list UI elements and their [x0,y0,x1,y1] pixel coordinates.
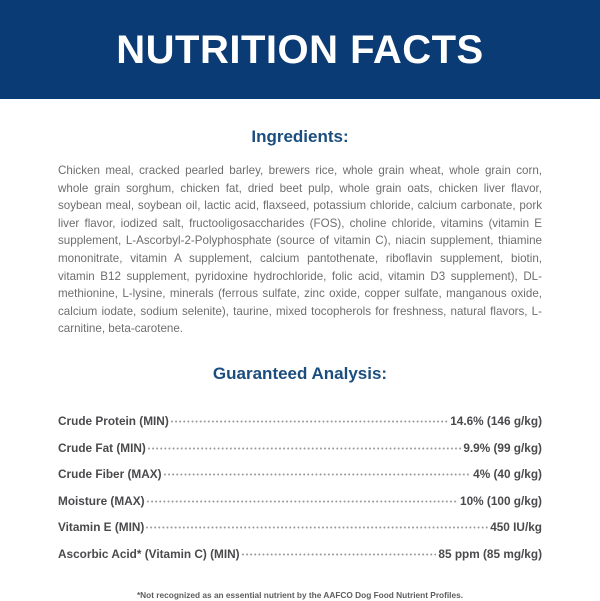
analysis-row: Crude Fat (MIN) 9.9% (99 g/kg) [58,428,542,455]
analysis-row-value: 9.9% (99 g/kg) [463,440,542,455]
analysis-row: Vitamin E (MIN) 450 IU/kg [58,508,542,535]
aafco-footnote: *Not recognized as an essential nutrient… [136,589,464,600]
analysis-row: Crude Protein (MIN) 14.6% (146 g/kg) [58,402,542,429]
analysis-row-value: 450 IU/kg [490,520,542,535]
page-title: NUTRITION FACTS [116,27,484,72]
analysis-row-value: 85 ppm (85 mg/kg) [438,546,542,561]
analysis-row-label: Crude Protein (MIN) [58,414,169,429]
dotted-leader [170,418,449,426]
nutrition-facts-banner: NUTRITION FACTS [0,0,600,99]
dotted-leader [147,444,462,452]
guaranteed-analysis-heading: Guaranteed Analysis: [212,363,388,383]
ingredients-heading: Ingredients: [251,127,349,146]
ingredients-text: Chicken meal, cracked pearled barley, br… [58,164,542,336]
analysis-row-value: 10% (100 g/kg) [460,493,542,508]
analysis-row: Moisture (MAX) 10% (100 g/kg) [58,481,542,508]
analysis-row-label: Crude Fiber (MAX) [58,467,162,482]
analysis-row: Crude Fiber (MAX) 4% (40 g/kg) [58,455,542,482]
analysis-row-value: 4% (40 g/kg) [473,467,542,482]
analysis-row-value: 14.6% (146 g/kg) [450,414,542,429]
analysis-row-label: Crude Fat (MIN) [58,440,146,455]
analysis-row-label: Ascorbic Acid* (Vitamin C) (MIN) [58,546,240,561]
analysis-row-label: Vitamin E (MIN) [58,520,145,535]
dotted-leader [163,471,472,479]
analysis-row-label: Moisture (MAX) [58,493,145,508]
guaranteed-analysis-list: Crude Protein (MIN) 14.6% (146 g/kg) Crude… [58,402,542,561]
dotted-leader [241,550,437,558]
analysis-row: Ascorbic Acid* (Vitamin C) (MIN) 85 ppm (… [58,534,542,561]
label-content: Ingredients: Chicken meal, cracked pearl… [58,128,542,601]
dotted-leader [146,524,489,532]
dotted-leader [146,497,459,505]
